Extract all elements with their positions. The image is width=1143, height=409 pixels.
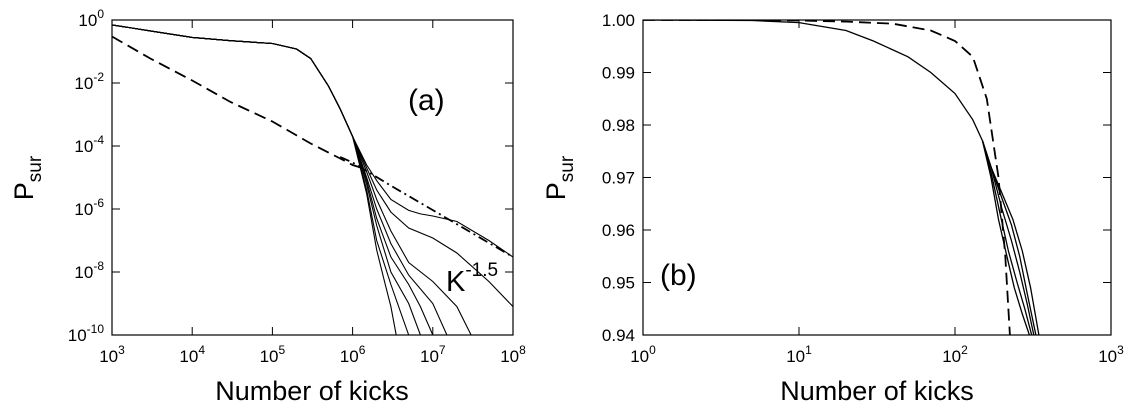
panel-b-ytick-label: 0.99 [602,64,635,83]
panel-a-ytick-label-base: 10 [74,137,93,156]
panel-a-series-line-3 [112,24,513,258]
panel-a-xtick-label-exponent: 3 [118,343,125,357]
panel-a-series-line-4 [112,24,513,307]
panel-a-ytick-label: 10-10 [68,322,105,345]
panel-a-xtick-label: 107 [420,343,446,366]
panel-b-ylabel-sub: sur [557,155,578,182]
panel-a-xtick-label-base: 10 [340,347,359,366]
panel-a-ytick-label-base: 10 [74,263,93,282]
panel-b-ytick-label: 1.00 [602,11,635,30]
panel-b-xlabel: Number of kicks [780,376,974,406]
panel-b-ytick-label: 0.96 [602,221,635,240]
panel-a-xtick-label-base: 10 [179,347,198,366]
panel-a-xtick-label: 108 [500,343,526,366]
annotation-exponent: -1.5 [465,260,498,281]
panel-b-xtick-label-base: 10 [786,347,805,366]
panel-a-series-line-5 [112,24,472,335]
panel-b-xtick-label: 101 [786,343,812,366]
panel-a-series-line-9 [112,24,410,335]
panel-a: 103 104 105 106 107 10810010-210-410-610-810-… [9,7,526,406]
panel-a-xtick-label-base: 10 [99,347,118,366]
panel-a-ytick-label-base: 10 [74,74,93,93]
panel-a-ytick-label-base: 10 [74,200,93,219]
panel-b-xtick-label-exponent: 1 [805,343,812,357]
panel-a-series [112,24,513,335]
panel-b-ytick-label: 0.97 [602,169,635,188]
panel-b-xtick-label-base: 10 [942,347,961,366]
panel-b-ytick-label: 0.95 [602,274,635,293]
panel-a-xtick-label-exponent: 6 [359,343,366,357]
panel-a-xlabel: Number of kicks [215,376,409,406]
panel-a-series-line-2 [339,156,513,258]
panel-a-ytick-label: 10-2 [74,70,104,93]
panel-b-xtick-label-exponent: 2 [961,343,968,357]
panel-a-ylabel: Psur [9,155,46,200]
panel-a-series-line-10 [112,24,397,335]
panel-a-series-line-8 [112,24,421,335]
panel-a-ytick-label-exponent: -6 [93,196,104,210]
panel-b-xtick-label-exponent: 3 [1117,343,1124,357]
panel-b-series-line-5 [981,140,1040,335]
panel-a-xtick-label-exponent: 5 [279,343,286,357]
panel-b-series-line-2 [643,20,1035,335]
panel-a-ytick-label-base: 10 [78,11,97,30]
panel-b-ytick-label: 0.98 [602,116,635,135]
panel-a-ytick-label-exponent: -4 [93,133,104,147]
panel-b-frame [642,19,1112,336]
panel-b-label: (b) [660,259,697,292]
panel-a-series-line-7 [112,24,434,335]
panel-a-frame [111,19,514,336]
panel-a-ytick-label-base: 10 [68,326,87,345]
panel-a-ytick-label: 10-4 [74,133,104,156]
panel-a-ytick-label-exponent: -8 [93,259,104,273]
panel-b-xtick-label: 102 [942,343,968,366]
panel-a-series-line-6 [112,24,448,335]
panel-a-xtick-label: 106 [340,343,366,366]
panel-b-xtick-label-base: 10 [1098,347,1117,366]
panel-a-ytick-label-exponent: 0 [97,7,104,21]
panel-a-xtick-label-base: 10 [500,347,519,366]
panel-b-xtick-label: 103 [1098,343,1124,366]
panel-a-xtick-label-base: 10 [420,347,439,366]
panel-a-annotation: K-1.5 [446,260,498,298]
panel-a-series-line-1 [112,35,367,171]
panel-b: 100 101 102 1031.000.990.980.970.960.950.94… [541,11,1124,406]
panel-b-series [643,20,1040,335]
panel-a-ticks: 103 104 105 106 107 10810010-210-410-610-810-… [68,7,526,366]
panel-b-ylabel-main: P [541,182,571,200]
panel-a-xtick-label-exponent: 8 [519,343,526,357]
panel-a-xtick-label: 105 [260,343,286,366]
panel-a-ytick-label: 10-8 [74,259,104,282]
panel-b-xtick-label-exponent: 0 [649,343,656,357]
panel-a-ylabel-sub: sur [25,155,46,182]
panel-b-xtick-label: 100 [630,343,656,366]
panel-a-ytick-label: 10-6 [74,196,104,219]
panel-b-series-line-1 [643,20,1011,335]
panel-b-ylabel: Psur [541,155,578,200]
panel-a-label: (a) [408,84,445,117]
panel-b-series-line-6 [981,140,1031,335]
panel-a-xtick-label: 104 [179,343,205,366]
panel-a-ytick-label: 100 [78,7,104,30]
panel-b-ytick-label: 0.94 [602,326,635,345]
panel-a-xtick-label-base: 10 [260,347,279,366]
panel-a-xtick-label: 103 [99,343,125,366]
panel-b-xtick-label-base: 10 [630,347,649,366]
panel-a-ylabel-main: P [9,182,39,200]
panel-a-xtick-label-exponent: 7 [439,343,446,357]
panel-a-ytick-label-exponent: -10 [87,322,105,336]
panel-a-xtick-label-exponent: 4 [198,343,205,357]
panel-b-series-line-4 [981,140,1033,335]
panel-a-ytick-label-exponent: -2 [93,70,104,84]
annotation-base: K [446,266,466,298]
